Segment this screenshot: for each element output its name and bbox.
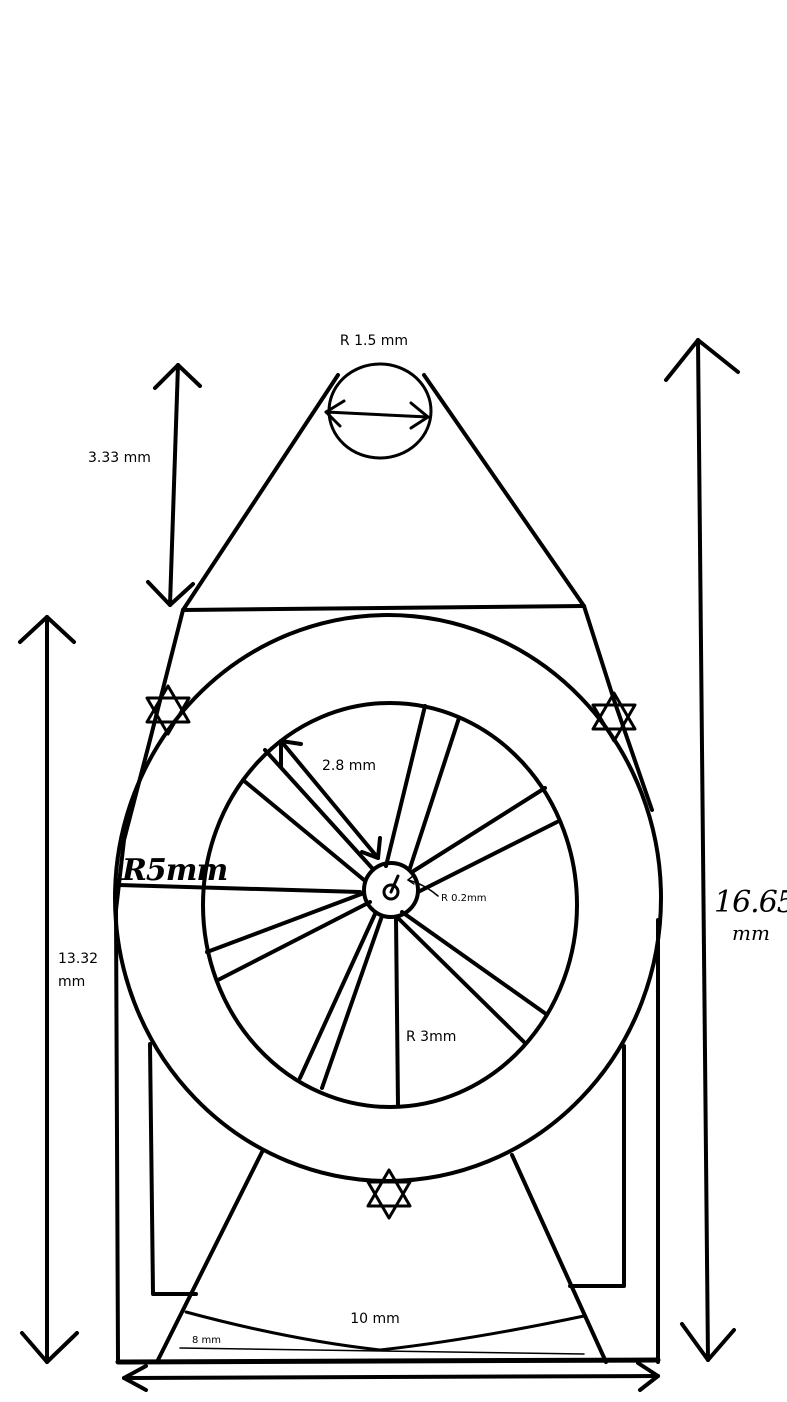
spoke: [394, 916, 400, 1108]
spoke: [400, 910, 548, 1016]
inner-frame-left: [148, 1042, 198, 1296]
base-small-label: 8 mm: [192, 1335, 221, 1346]
top-circle-diameter-arrow: [324, 399, 430, 430]
base-width-label: 10 mm: [350, 1311, 400, 1327]
hub-pin-circle: [382, 883, 400, 901]
bottom-width-arrow: [122, 1361, 660, 1392]
spoke: [205, 891, 366, 954]
outer-radius-label: R5mm: [121, 853, 227, 888]
base-stand: [155, 1150, 608, 1364]
spoke: [241, 778, 366, 882]
spoke: [408, 716, 461, 870]
spoke: [410, 786, 547, 874]
left-height-value: 13.32: [58, 951, 98, 967]
star-icon-left: [145, 684, 191, 736]
star-icon-bottom: [366, 1168, 412, 1220]
outer-radius-line: [116, 883, 362, 894]
base-small-line: [179, 1347, 585, 1355]
right-height-arrow: [664, 338, 740, 1362]
stand-left-leg: [155, 1150, 264, 1364]
inner-frame-right: [568, 1044, 626, 1288]
top-tip: [181, 362, 586, 612]
left-height-unit: mm: [58, 974, 85, 990]
spoke-length-arrow: [279, 739, 382, 860]
body-bottom-edge: [115, 1357, 661, 1365]
spoke: [216, 900, 372, 982]
inner-wheel-circle: [201, 701, 579, 1109]
inner-wheel: [201, 701, 579, 1109]
stand-right-leg: [510, 1153, 608, 1364]
spoke: [416, 820, 559, 894]
spoke: [263, 748, 374, 870]
left-height-arrow: [18, 615, 79, 1364]
tip-left-edge: [181, 373, 340, 612]
hub-radius-label: R 0.2mm: [441, 893, 487, 904]
top-radius-label: R 1.5 mm: [340, 333, 408, 349]
spoke: [396, 916, 526, 1044]
star-icon-right: [591, 691, 637, 743]
right-height-unit: mm: [732, 921, 770, 945]
spoke: [320, 914, 384, 1090]
top-hole-circle: [327, 362, 433, 460]
tip-height-label: 3.33 mm: [88, 450, 151, 466]
hub-circle: [362, 861, 420, 919]
hub-radius-leader: [407, 875, 439, 897]
inner-radius-label: R 3mm: [406, 1029, 456, 1045]
body-right-upper-edge: [582, 604, 654, 812]
tip-base-line: [181, 604, 586, 612]
tip-height-arrow: [146, 363, 202, 607]
right-height-value: 16.65: [714, 885, 787, 920]
spoke: [298, 912, 377, 1080]
wheel-spokes: [205, 704, 559, 1108]
hub-radius-line: [389, 874, 400, 894]
spoke: [384, 704, 427, 868]
body-outline: [114, 604, 661, 1365]
base-width-curve: [184, 1310, 586, 1352]
tip-right-edge: [422, 373, 586, 608]
spoke-length-label: 2.8 mm: [322, 758, 376, 774]
